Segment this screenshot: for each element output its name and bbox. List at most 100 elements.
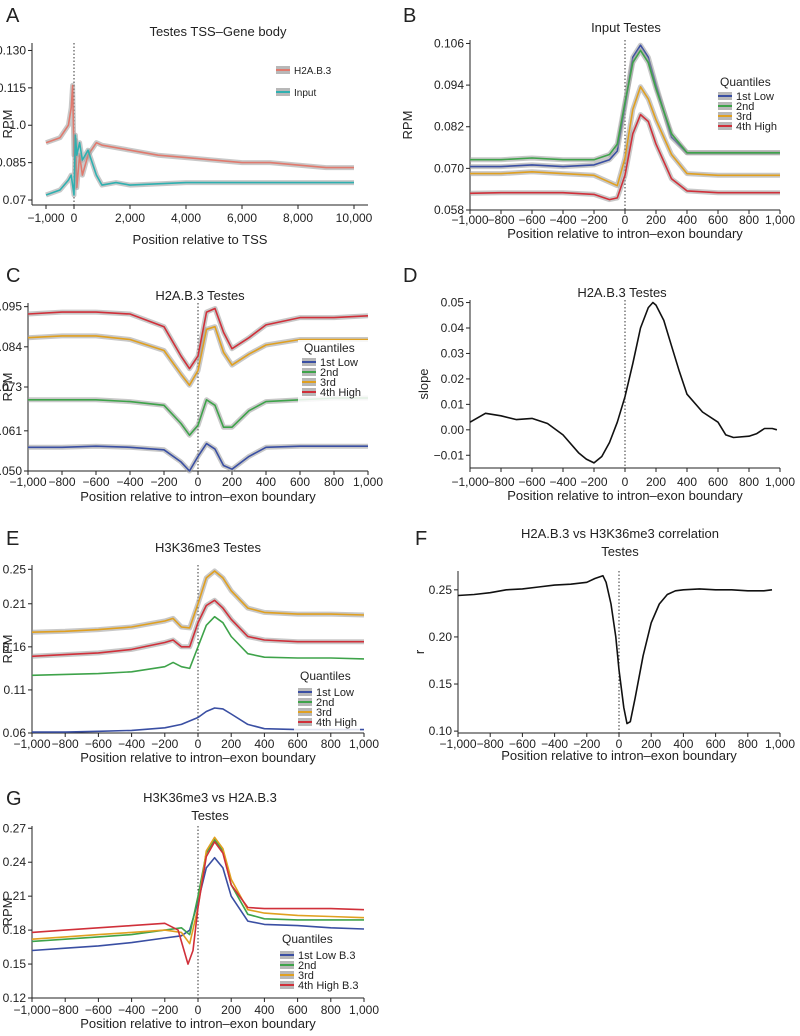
y-tick-label: 0.050 [0,464,22,478]
x-tick-label: 1,000 [765,213,795,227]
legend-label: 2nd [736,101,754,113]
x-tick-label: 200 [221,737,241,751]
x-tick-label: −800 [487,213,514,227]
x-tick-label: 4,000 [171,211,201,225]
x-tick-label: −200 [151,737,178,751]
legend-title: Quantiles [300,669,351,683]
chart-title: Input Testes [591,20,661,35]
y-tick-label: 0.03 [441,346,465,360]
y-tick-label: 0.12 [3,991,27,1005]
chart-title: H3K36me3 vs H2A.B.3 [143,790,277,805]
legend-label: 2nd [298,960,316,972]
y-tick-label: 0.16 [3,640,27,654]
x-tick-label: 1,000 [765,475,795,489]
legend-label: 3rd [316,707,332,719]
x-tick-label: 2,000 [115,211,145,225]
y-tick-label: 0.11 [4,683,27,697]
legend: H2A.B.3 Input [272,62,374,106]
x-tick-label: 0 [622,213,629,227]
chart-subtitle: Testes [191,808,229,823]
y-tick-label: 0.21 [3,597,27,611]
legend-label: 2nd [320,367,338,379]
panel-d: D H2A.B.3 Testes −1,000−800 −600 −400 −200 0 20… [403,265,795,503]
y-axis-label: slope [416,368,431,399]
x-tick-label: 600 [706,737,726,751]
legend-title: Quantiles [282,932,333,946]
x-axis-label: Position relative to TSS [133,232,268,247]
x-tick-label: −200 [151,1003,178,1017]
x-tick-label: 0 [622,475,629,489]
x-tick-label: −400 [541,737,568,751]
series-line [28,397,368,437]
series-line [27,307,369,370]
y-tick-label: 0.058 [434,203,464,217]
legend-label: 4th High [736,121,777,133]
x-tick-label: −400 [549,475,576,489]
x-tick-label: 0 [616,737,623,751]
legend-label: 1st Low [736,91,774,103]
x-tick-label: −800 [52,1003,79,1017]
chart-title: H2A.B.3 vs H3K36me3 correlation [521,526,719,541]
x-tick-label: 400 [677,475,697,489]
chart-title: H3K36me3 Testes [155,540,261,555]
series-line [31,840,365,965]
x-axis-label: Position relative to intron–exon boundar… [80,750,316,765]
series-line [457,574,773,725]
x-tick-label: 0 [195,1003,202,1017]
legend-title: Quantiles [720,75,771,89]
legend-label: 2nd [316,697,334,709]
y-tick-label: 0.06 [3,726,27,740]
series-line [45,84,354,189]
y-tick-label: 0.106 [434,36,464,50]
series-line [31,856,365,952]
x-tick-label: −600 [518,213,545,227]
y-axis-label: RPM [0,635,15,664]
x-tick-label: 800 [321,737,341,751]
x-tick-label: −200 [580,213,607,227]
legend-label: 3rd [298,970,314,982]
x-axis-label: Position relative to intron–exon boundar… [507,488,743,503]
series-line [45,134,354,196]
x-tick-label: −600 [518,475,545,489]
x-tick-label: −600 [85,1003,112,1017]
y-tick-label: 0.095 [0,300,22,314]
y-tick-label: 0.00 [441,423,465,437]
y-tick-label: 0.15 [429,677,453,691]
chart-title: Testes TSS–Gene body [149,24,287,39]
panel-e: E H3K36me3 Testes −1,000 −800 −600 −400 −200 0 2… [0,528,379,765]
y-tick-label: 0.10 [429,724,453,738]
x-tick-label: −1,000 [13,1003,50,1017]
panel-f: F H2A.B.3 vs H3K36me3 correlation Testes −1… [412,526,795,763]
y-tick-label: 0.05 [441,296,465,310]
y-tick-label: 0.061 [0,424,22,438]
x-tick-label: 10,000 [336,211,373,225]
x-tick-label: 400 [673,737,693,751]
x-tick-label: 1,000 [349,1003,379,1017]
panel-b: B Input Testes −1,000−800 −600 −400 −200 0 200 4… [400,5,795,241]
x-tick-label: 800 [738,737,758,751]
y-tick-label: 0.24 [3,855,27,869]
x-tick-label: 800 [739,475,759,489]
panel-label: B [403,5,416,27]
x-tick-label: −600 [509,737,536,751]
series-line [27,325,368,387]
series-line [470,49,780,161]
x-tick-label: 800 [739,213,759,227]
x-tick-label: −800 [477,737,504,751]
y-tick-label: 0.07 [3,193,27,207]
x-tick-label: 400 [256,475,276,489]
legend-label: 4th High [316,717,357,729]
y-tick-label: 0.115 [0,81,26,95]
series-line [32,707,364,733]
series-line [470,86,780,187]
y-tick-label: 0.25 [3,562,27,576]
x-tick-label: 400 [254,1003,274,1017]
series-line [469,301,778,464]
legend-label: 4th High [320,387,361,399]
y-tick-label: 0.02 [441,372,465,386]
x-tick-label: −400 [118,1003,145,1017]
x-tick-label: 200 [222,475,242,489]
y-axis-label: RPM [400,111,415,140]
